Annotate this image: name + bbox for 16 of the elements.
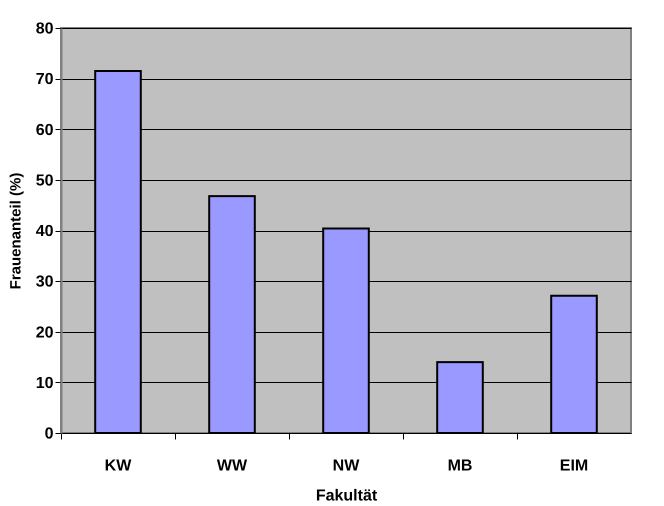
y-tick-label: 40	[36, 223, 54, 240]
x-tick-label: NW	[332, 458, 360, 474]
y-tick-label: 80	[36, 20, 54, 38]
y-tick-label: 0	[44, 426, 54, 442]
y-tick-label: 50	[36, 172, 54, 190]
x-tick-label: KW	[104, 458, 132, 474]
x-tick-label: MB	[448, 458, 472, 474]
x-tick-label: EIM	[560, 458, 588, 474]
y-tick-label: 20	[36, 324, 54, 342]
y-axis-title: Frauenanteil (%)	[8, 172, 25, 290]
x-tick-label: WW	[216, 458, 248, 474]
y-tick-label: 70	[36, 71, 54, 88]
y-tick-label: 10	[36, 374, 54, 392]
y-tick-label: 60	[36, 122, 54, 139]
y-tick-label: 30	[36, 274, 54, 291]
x-axis-title: Fakultät	[316, 488, 378, 504]
